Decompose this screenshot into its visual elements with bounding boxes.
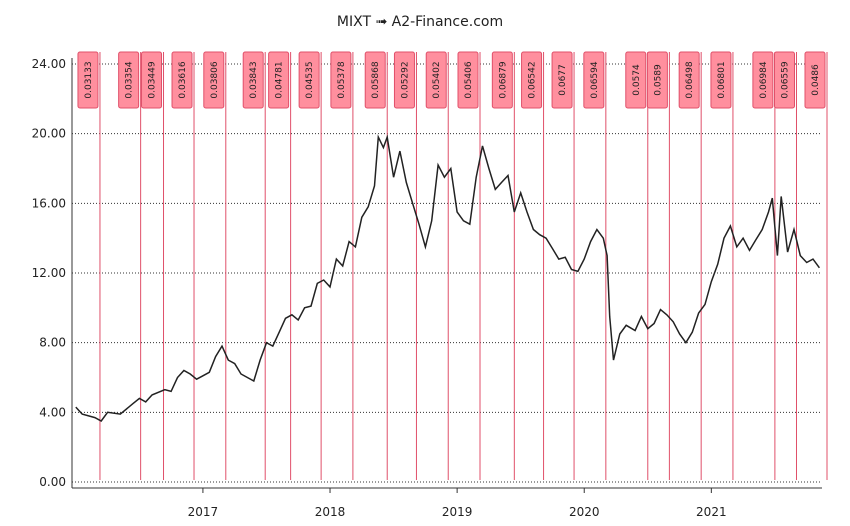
y-tick-label: 8.00 bbox=[39, 336, 66, 350]
dividend-label: 0.06984 bbox=[759, 61, 769, 98]
dividend-marker: 0.03133 bbox=[77, 51, 101, 480]
dividend-box bbox=[242, 51, 264, 109]
dividend-marker: 0.03616 bbox=[171, 51, 195, 480]
dividend-marker: 0.06594 bbox=[583, 51, 607, 480]
dividend-label: 0.06801 bbox=[717, 61, 727, 98]
dividend-marker: 0.06984 bbox=[752, 51, 776, 480]
dividend-box bbox=[625, 51, 647, 109]
dividend-label: 0.0677 bbox=[558, 64, 568, 96]
dividend-marker: 0.04781 bbox=[268, 51, 292, 480]
dividend-label: 0.06594 bbox=[590, 61, 600, 98]
dividend-marker: 0.05402 bbox=[425, 51, 449, 480]
dividend-label: 0.03354 bbox=[125, 61, 135, 98]
dividend-box bbox=[77, 51, 99, 109]
x-tick-label: 2018 bbox=[315, 505, 346, 519]
y-tick-label: 12.00 bbox=[32, 266, 66, 280]
dividend-label: 0.03133 bbox=[84, 61, 94, 98]
dividend-marker: 0.03843 bbox=[242, 51, 266, 480]
chart-title: MIXT ➟ A2-Finance.com bbox=[337, 14, 503, 30]
x-tick-label: 2019 bbox=[442, 505, 473, 519]
y-tick-label: 16.00 bbox=[32, 196, 66, 210]
dividend-label: 0.06542 bbox=[528, 61, 538, 98]
dividend-label: 0.04535 bbox=[305, 61, 315, 98]
dividend-box bbox=[521, 51, 543, 109]
dividend-box bbox=[583, 51, 605, 109]
dividend-box bbox=[393, 51, 415, 109]
dividend-box bbox=[551, 51, 573, 109]
dividend-marker: 0.03806 bbox=[203, 51, 227, 480]
dividend-marker: 0.06498 bbox=[678, 51, 702, 480]
dividend-box bbox=[425, 51, 447, 109]
dividend-box bbox=[298, 51, 320, 109]
dividend-marker: 0.0574 bbox=[625, 51, 649, 480]
dividend-label: 0.03843 bbox=[249, 61, 259, 98]
dividend-box bbox=[773, 51, 795, 109]
dividend-box bbox=[491, 51, 513, 109]
dividend-label: 0.0574 bbox=[632, 64, 642, 96]
dividend-label: 0.05868 bbox=[371, 61, 381, 98]
dividend-box bbox=[141, 51, 163, 109]
dividend-box bbox=[171, 51, 193, 109]
dividend-label: 0.05378 bbox=[337, 61, 347, 98]
y-tick-label: 24.00 bbox=[32, 57, 66, 71]
dividend-label: 0.03806 bbox=[210, 61, 220, 98]
y-tick-label: 20.00 bbox=[32, 127, 66, 141]
dividend-marker: 0.06542 bbox=[521, 51, 545, 480]
dividend-marker: 0.06559 bbox=[773, 51, 797, 480]
y-tick-label: 4.00 bbox=[39, 405, 66, 419]
dividend-label: 0.05402 bbox=[432, 61, 442, 98]
price-line bbox=[75, 134, 821, 422]
dividend-marker: 0.0486 bbox=[804, 51, 828, 480]
dividend-box bbox=[457, 51, 479, 109]
dividend-marker: 0.0677 bbox=[551, 51, 575, 480]
dividend-box bbox=[804, 51, 826, 109]
dividend-label: 0.06559 bbox=[780, 61, 790, 98]
y-tick-label: 0.00 bbox=[39, 475, 66, 489]
dividend-marker: 0.03354 bbox=[118, 51, 142, 480]
dividend-marker: 0.05868 bbox=[364, 51, 388, 480]
x-tick-label: 2017 bbox=[188, 505, 219, 519]
dividend-box bbox=[203, 51, 225, 109]
dividend-box bbox=[646, 51, 668, 109]
dividend-label: 0.03616 bbox=[178, 61, 188, 98]
dividend-label: 0.06879 bbox=[498, 61, 508, 98]
dividend-marker: 0.06801 bbox=[710, 51, 734, 480]
dividend-box bbox=[678, 51, 700, 109]
dividend-label: 0.04781 bbox=[275, 61, 285, 98]
dividend-label: 0.06498 bbox=[685, 61, 695, 98]
dividend-marker: 0.05378 bbox=[330, 51, 354, 480]
dividend-box bbox=[268, 51, 290, 109]
dividend-box bbox=[710, 51, 732, 109]
dividend-label: 0.03449 bbox=[148, 61, 158, 98]
dividend-box bbox=[752, 51, 774, 109]
x-tick-label: 2020 bbox=[569, 505, 600, 519]
dividend-label: 0.0486 bbox=[811, 64, 821, 96]
dividend-box bbox=[330, 51, 352, 109]
dividend-marker: 0.06879 bbox=[491, 51, 515, 480]
dividend-marker: 0.0589 bbox=[646, 51, 670, 480]
dividend-label: 0.05292 bbox=[400, 61, 410, 98]
dividend-label: 0.05406 bbox=[464, 61, 474, 98]
dividend-marker: 0.04535 bbox=[298, 51, 322, 480]
dividend-marker: 0.05292 bbox=[393, 51, 417, 480]
dividend-marker: 0.05406 bbox=[457, 51, 481, 480]
dividend-box bbox=[118, 51, 140, 109]
dividend-label: 0.0589 bbox=[653, 64, 663, 96]
dividend-marker: 0.03449 bbox=[141, 51, 165, 480]
x-tick-label: 2021 bbox=[696, 505, 727, 519]
dividend-box bbox=[364, 51, 386, 109]
